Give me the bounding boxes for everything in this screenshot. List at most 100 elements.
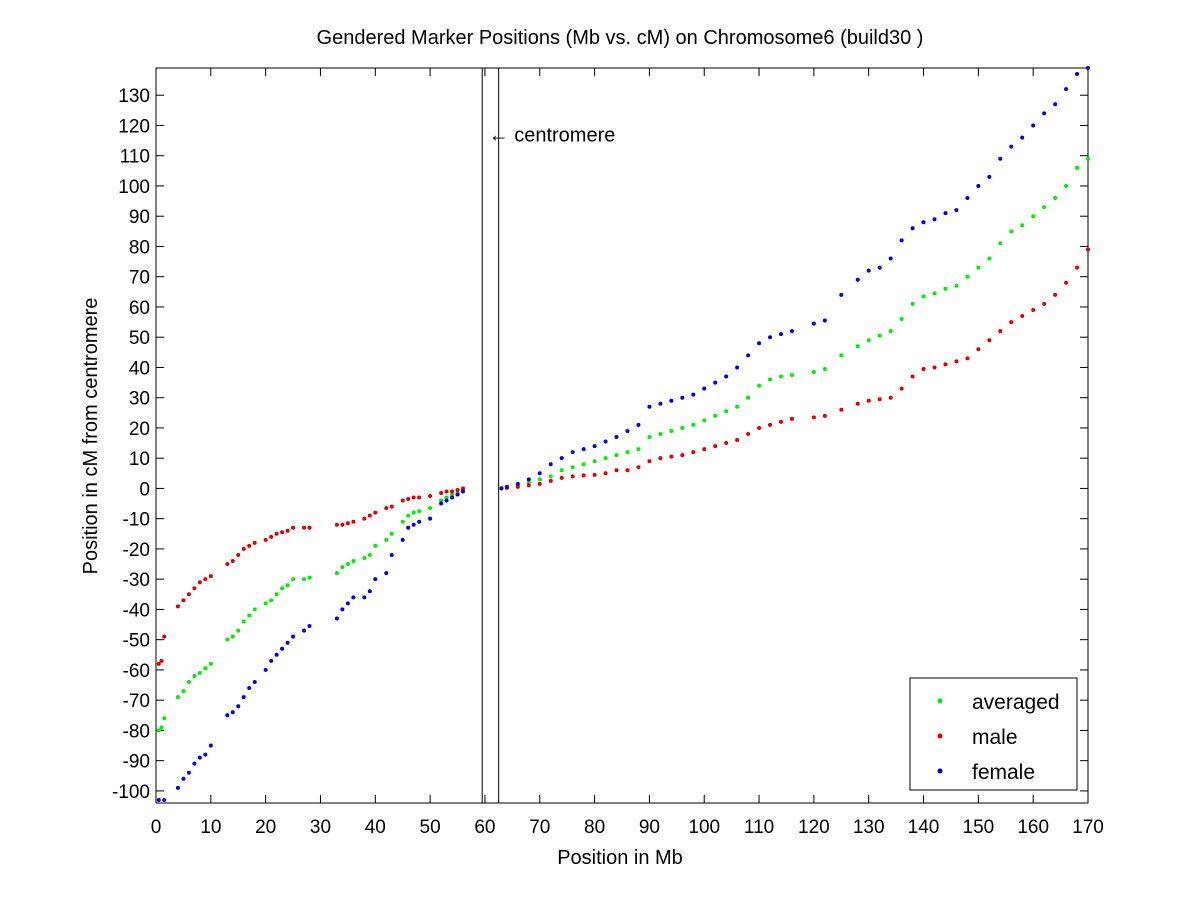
data-point (987, 174, 992, 179)
data-point (839, 292, 844, 297)
y-tick-label: -30 (123, 570, 150, 591)
data-point (203, 577, 208, 582)
data-point (417, 495, 422, 500)
y-tick-label: -10 (123, 510, 150, 531)
data-point (932, 365, 937, 370)
data-point (269, 658, 274, 663)
data-point (340, 565, 345, 570)
y-tick-label: 20 (129, 419, 150, 440)
data-point (987, 338, 992, 343)
data-point (439, 498, 444, 503)
data-point (450, 489, 455, 494)
data-point (186, 680, 191, 685)
data-point (428, 493, 433, 498)
y-tick-label: -80 (123, 721, 150, 742)
data-point (822, 413, 827, 418)
data-point (1075, 165, 1080, 170)
data-point (406, 513, 411, 518)
y-tick-label: 130 (118, 86, 150, 107)
data-point (987, 256, 992, 261)
data-point (340, 607, 345, 612)
data-point (1042, 111, 1047, 116)
data-point (175, 785, 180, 790)
data-point (603, 471, 608, 476)
x-tick-label: 50 (420, 817, 441, 838)
y-tick-label: 10 (129, 449, 150, 470)
data-point (225, 637, 230, 642)
y-tick-label: 80 (129, 237, 150, 258)
data-point (444, 489, 449, 494)
data-point (192, 761, 197, 766)
data-point (334, 616, 339, 621)
data-point (504, 484, 509, 489)
data-point (225, 713, 230, 718)
legend-label: averaged (972, 691, 1060, 714)
data-point (757, 341, 762, 346)
data-point (159, 725, 164, 730)
data-point (855, 401, 860, 406)
data-point (877, 333, 882, 338)
y-tick-label: 90 (129, 207, 150, 228)
data-point (1042, 301, 1047, 306)
data-point (291, 525, 296, 530)
data-point (285, 640, 290, 645)
data-point (943, 286, 948, 291)
data-point (1020, 135, 1025, 140)
data-point (724, 441, 729, 446)
data-point (877, 265, 882, 270)
data-point (428, 516, 433, 521)
legend-marker (937, 698, 943, 704)
x-tick-label: 0 (151, 817, 162, 838)
data-point (351, 519, 356, 524)
data-point (811, 415, 816, 420)
data-point (537, 481, 542, 486)
data-point (789, 416, 794, 421)
data-point (302, 628, 307, 633)
data-point (367, 552, 372, 557)
data-point (444, 495, 449, 500)
x-tick-label: 30 (310, 817, 331, 838)
data-point (373, 577, 378, 582)
data-point (702, 447, 707, 452)
data-point (247, 686, 252, 691)
data-point (208, 661, 213, 666)
data-point (746, 353, 751, 358)
centromere-lines (481, 68, 500, 803)
data-point (954, 359, 959, 364)
y-tick-label: 50 (129, 328, 150, 349)
data-point (417, 509, 422, 514)
x-tick-label: 120 (798, 817, 830, 838)
data-point (691, 392, 696, 397)
data-point (888, 395, 893, 400)
data-point (241, 546, 246, 551)
data-point (877, 397, 882, 402)
x-tick-label: 90 (639, 817, 660, 838)
data-point (537, 477, 542, 482)
data-point (1031, 123, 1036, 128)
data-point (976, 347, 981, 352)
data-point (965, 196, 970, 201)
data-point (162, 634, 167, 639)
y-tick-label: 120 (118, 116, 150, 137)
data-point (603, 456, 608, 461)
data-point (197, 755, 202, 760)
data-point (614, 453, 619, 458)
data-point (1086, 247, 1090, 252)
data-point (658, 456, 663, 461)
data-point (499, 486, 504, 491)
data-point (548, 478, 553, 483)
data-point (274, 531, 279, 536)
data-point (252, 540, 257, 545)
chart-title: Gendered Marker Positions (Mb vs. cM) on… (317, 27, 924, 49)
data-point (241, 619, 246, 624)
data-point (280, 646, 285, 651)
data-point (680, 425, 685, 430)
data-point (192, 586, 197, 591)
data-point (713, 380, 718, 385)
data-point (307, 575, 312, 580)
data-point (757, 425, 762, 430)
data-point (636, 447, 641, 452)
data-point (208, 743, 213, 748)
data-point (839, 407, 844, 412)
data-point (384, 537, 389, 542)
